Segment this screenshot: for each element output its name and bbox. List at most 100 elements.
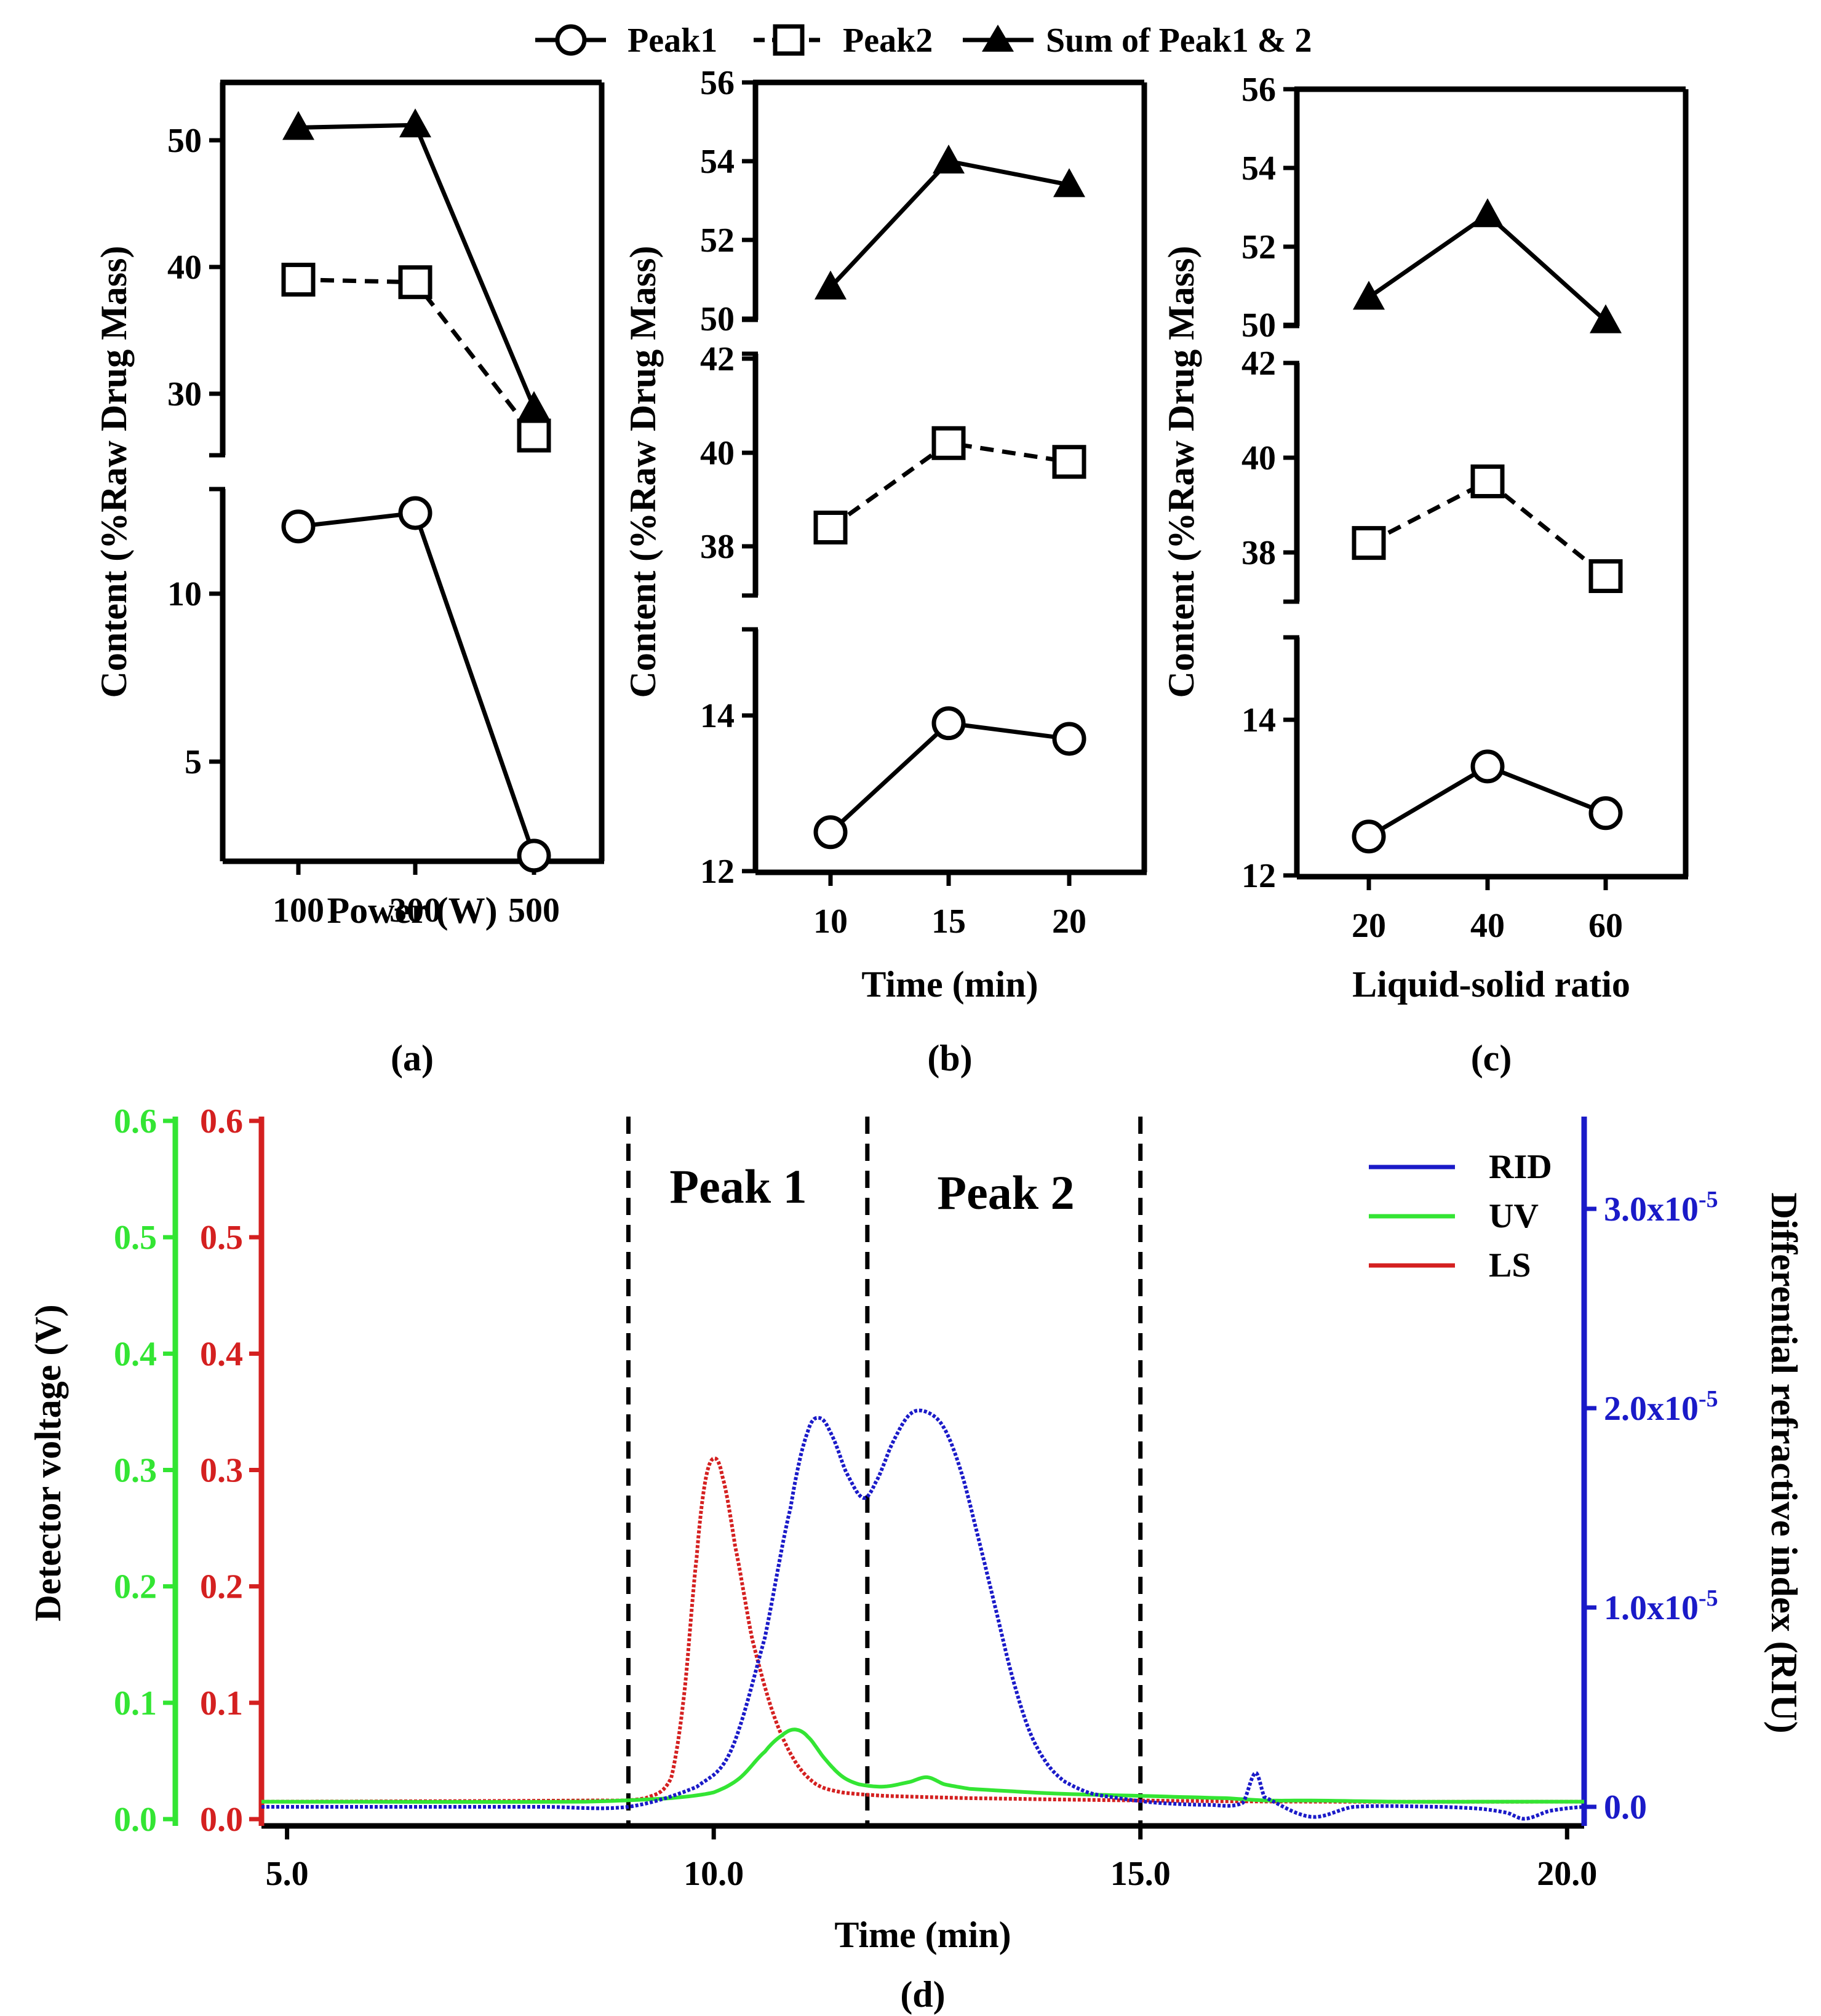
data-point-triangle xyxy=(933,145,965,173)
data-point-square xyxy=(1588,559,1623,593)
legend-peak1-label: Peak1 xyxy=(628,22,717,60)
y-tick-label: 30 xyxy=(167,375,202,413)
x-tick-label: 15 xyxy=(931,902,966,941)
panel-a-chart: 30 40 50 5 10 100 300 500 Power (W) Content (%Raw… xyxy=(94,79,605,1078)
green-y-tick-label: 0.0 xyxy=(114,1801,157,1839)
data-point-triangle xyxy=(1472,198,1504,228)
data-point-triangle xyxy=(282,111,314,140)
x-axis-label: Liquid-solid ratio xyxy=(1352,964,1630,1005)
y-tick-label: 42 xyxy=(1241,345,1276,383)
x-tick-label: 15.0 xyxy=(1110,1855,1171,1893)
panel-d-chart: 0.0 0.0 0.1 0.1 0.2 0.2 0.3 0.3 0.4 0.4 0.5 0.5 0.6 0… xyxy=(28,1102,1804,2015)
y-tick-label: 50 xyxy=(700,300,735,338)
right-y-tick-label: 3.0x10-5 xyxy=(1604,1187,1718,1229)
panel-label: (c) xyxy=(1471,1038,1512,1078)
red-y-tick-label: 0.2 xyxy=(200,1568,243,1606)
series-line-ls xyxy=(261,1456,1584,1804)
y-tick-label: 12 xyxy=(1241,857,1276,895)
green-y-tick-label: 0.1 xyxy=(114,1684,157,1723)
series-line-circle xyxy=(298,511,536,857)
red-y-tick-label: 0.0 xyxy=(200,1801,243,1839)
y-tick-label: 50 xyxy=(1241,306,1276,345)
x-tick-label: 20 xyxy=(1352,907,1386,945)
green-y-tick-label: 0.2 xyxy=(114,1568,157,1606)
series-line-uv xyxy=(261,1727,1584,1804)
data-point-triangle xyxy=(1590,304,1622,333)
legend-peak1-marker xyxy=(555,24,587,56)
y-tick-label: 50 xyxy=(167,122,202,160)
data-point-circle xyxy=(1588,796,1623,831)
panel-label: (a) xyxy=(391,1038,434,1078)
y-tick-label: 38 xyxy=(700,528,735,566)
data-point-square xyxy=(1470,464,1505,498)
y-tick-label: 12 xyxy=(700,853,735,891)
series-line-triangle xyxy=(829,159,1070,289)
right-y-tick-label: 1.0x10-5 xyxy=(1604,1585,1718,1627)
y-tick-label: 40 xyxy=(167,249,202,287)
red-y-tick-label: 0.3 xyxy=(200,1452,243,1490)
data-point-circle xyxy=(931,706,966,741)
data-point-circle xyxy=(813,815,848,850)
data-point-square xyxy=(281,263,316,297)
red-y-tick-label: 0.4 xyxy=(200,1335,243,1373)
legend-sum-marker xyxy=(982,25,1014,52)
red-y-tick-label: 0.6 xyxy=(200,1102,243,1141)
y-tick-label: 54 xyxy=(1241,149,1276,188)
top-legend: Peak1 Peak2 Sum of Peak1 & 2 xyxy=(535,22,1312,60)
legend-peak2-marker xyxy=(773,24,805,56)
data-point-triangle xyxy=(1053,168,1085,197)
data-point-square xyxy=(813,511,848,544)
x-tick-label: 500 xyxy=(508,891,560,930)
data-point-circle xyxy=(517,839,551,873)
right-y-tick-label: 0.0 xyxy=(1604,1788,1647,1827)
y-tick-label: 42 xyxy=(700,340,735,378)
y-tick-label: 38 xyxy=(1241,534,1276,572)
x-tick-label: 40 xyxy=(1470,907,1505,945)
x-tick-label: 5.0 xyxy=(266,1855,309,1893)
y-tick-label: 14 xyxy=(1241,701,1276,739)
x-axis-label: Power (W) xyxy=(327,890,497,931)
data-point-circle xyxy=(281,509,316,544)
data-point-square xyxy=(1052,445,1086,479)
right-y-tick-label: 2.0x10-5 xyxy=(1604,1386,1718,1428)
y-tick-label: 52 xyxy=(700,221,735,260)
legend-peak2-label: Peak2 xyxy=(843,22,933,60)
green-y-tick-label: 0.4 xyxy=(114,1335,157,1373)
data-point-circle xyxy=(1352,819,1386,854)
data-point-triangle xyxy=(399,108,431,138)
legend-label-ls: LS xyxy=(1489,1246,1531,1285)
x-tick-label: 10 xyxy=(813,902,848,941)
data-point-square xyxy=(398,265,432,300)
red-y-tick-label: 0.1 xyxy=(200,1684,243,1723)
y-tick-label: 5 xyxy=(185,743,202,781)
data-point-circle xyxy=(398,496,432,530)
y-axis-label: Content (%Raw Drug Mass) xyxy=(1161,246,1201,698)
x-tick-label: 100 xyxy=(273,891,324,930)
x-tick-label: 20 xyxy=(1052,902,1086,941)
panel-label: (b) xyxy=(927,1038,972,1078)
y-tick-label: 10 xyxy=(167,575,202,613)
y-tick-label: 54 xyxy=(700,143,735,181)
data-point-triangle xyxy=(1353,281,1385,310)
green-y-tick-label: 0.3 xyxy=(114,1452,157,1490)
data-point-square xyxy=(931,426,966,460)
left-y-axis-label: Detector voltage (V) xyxy=(28,1304,68,1621)
x-tick-label: 60 xyxy=(1588,907,1623,945)
x-tick-label: 10.0 xyxy=(683,1855,744,1893)
y-axis-label: Content (%Raw Drug Mass) xyxy=(94,246,134,698)
y-tick-label: 40 xyxy=(1241,439,1276,477)
y-tick-label: 52 xyxy=(1241,228,1276,266)
panel-label: (d) xyxy=(900,1974,945,2015)
region-label-peak2: Peak 2 xyxy=(937,1166,1074,1219)
data-point-triangle xyxy=(815,270,847,300)
x-axis-label: Time (min) xyxy=(834,1914,1011,1955)
right-y-axis-label: Differential refractive index (RIU) xyxy=(1764,1192,1804,1733)
panel-c-chart: 50 52 54 56 38 40 42 12 14 20 40 60 Liquid-solid rat… xyxy=(1161,71,1689,1078)
data-point-triangle xyxy=(518,391,550,420)
y-tick-label: 14 xyxy=(700,697,735,735)
legend-label-rid: RID xyxy=(1489,1148,1552,1186)
green-y-tick-label: 0.6 xyxy=(114,1102,157,1141)
legend-label-uv: UV xyxy=(1489,1197,1539,1235)
series-line-rid xyxy=(261,1408,1585,1821)
y-tick-label: 56 xyxy=(700,64,735,102)
